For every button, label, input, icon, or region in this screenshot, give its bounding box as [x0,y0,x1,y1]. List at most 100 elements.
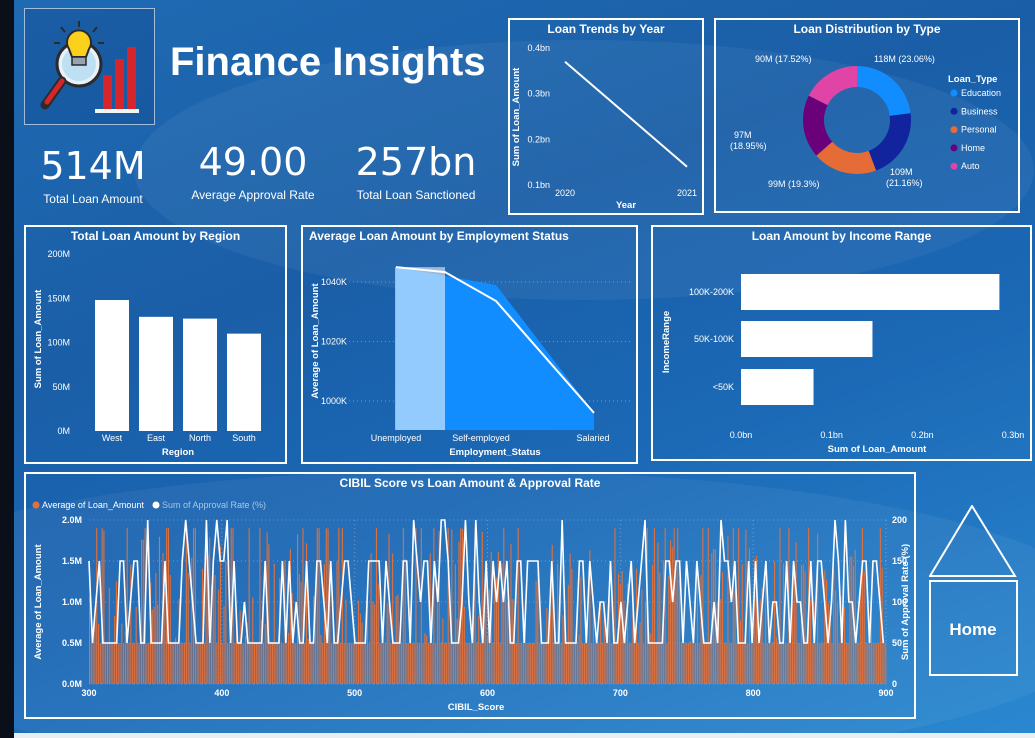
bar [214,574,216,684]
bar [123,643,125,684]
bar [865,643,867,684]
bar [670,540,672,684]
bar [142,539,144,684]
bar [867,643,869,684]
bar [583,643,586,684]
bar [148,643,150,684]
bar [216,643,218,684]
bar [139,643,141,684]
bar [842,643,844,684]
bar [524,600,526,684]
bar [774,561,776,684]
bar [515,643,517,684]
legend-label: Sum of Approval Rate (%) [162,500,266,510]
y-tick-label: 1040K [321,277,347,287]
data-label: 109M [890,167,913,177]
bar [167,528,170,684]
donut-slice [808,66,857,106]
bar [158,536,161,684]
bar [666,643,668,684]
bar [517,528,519,684]
bar [539,643,541,684]
bar [481,531,483,684]
bar [436,580,438,684]
bar [544,643,546,684]
bar [97,623,100,684]
bar [95,300,129,431]
bar [765,577,767,684]
x-tick-label: 0.1bn [820,430,843,440]
bar [467,643,469,684]
donut-slice [857,66,911,116]
bar [185,528,187,684]
bar [352,643,354,684]
bar [338,528,340,684]
bar [239,610,241,684]
bar [194,528,196,684]
chart-title: CIBIL Score vs Loan Amount & Approval Ra… [339,476,601,490]
bar [530,643,532,684]
bar [574,643,577,684]
bar [600,602,602,684]
y-tick-label: 0.1bn [527,180,550,190]
legend-label: Business [961,106,998,116]
bar [741,321,873,357]
x-tick-label: 500 [347,688,362,698]
bar [582,643,584,684]
bar [253,643,256,684]
bar [843,607,846,684]
bar [223,605,225,684]
bar [393,643,395,684]
bar [137,643,139,684]
logo-tile [24,8,155,125]
home-nav-button[interactable]: Home [928,504,1019,677]
employment-panel[interactable]: Average Loan Amount by Employment Status… [301,225,638,464]
bar [243,643,245,684]
bar [736,643,738,684]
chart-title: Loan Amount by Income Range [751,229,932,243]
bar [526,643,528,684]
bar [395,596,397,684]
bottom-strip [14,733,1035,738]
bar [799,643,801,684]
bar [483,591,485,684]
bar [325,528,327,684]
bar [566,643,568,684]
bar [741,564,743,684]
bar [309,643,311,684]
bar [198,643,200,684]
bar [227,333,261,431]
loan-trends-panel[interactable]: Loan Trends by Year 0.1bn 0.2bn 0.3bn 0.4bn… [508,18,704,215]
bar [777,643,779,684]
y2-tick-label: 100 [892,597,907,607]
y-tick-label: 1000K [321,396,347,406]
bar [678,579,681,684]
data-label: 97M [734,130,752,140]
bar [485,566,487,684]
bar [687,643,690,684]
bar [614,528,616,684]
region-panel[interactable]: Total Loan Amount by Region 0M 50M 100M 150… [24,225,287,464]
bar [738,528,740,684]
bar [370,553,372,684]
bar [834,590,837,684]
bar [693,643,695,684]
loan-trends-chart: 0.1bn 0.2bn 0.3bn 0.4bn Sum of Loan_Amount 20… [511,43,697,211]
bar [187,573,189,684]
bar [496,577,498,684]
bar [811,643,813,684]
income-panel[interactable]: Loan Amount by Income Range 100K-200K 50K… [651,225,1032,461]
bar [245,636,247,684]
x-tick-label: 0.3bn [1002,430,1025,440]
bar [851,556,853,684]
bar [872,643,874,684]
x-tick-label: South [232,433,256,443]
loan-distribution-panel[interactable]: Loan Distribution by Type 118M (23.06%) 1… [714,18,1020,213]
cibil-panel[interactable]: CIBIL Score vs Loan Amount & Approval Ra… [24,472,916,719]
bar [585,643,587,684]
bar [304,643,306,684]
bar [277,643,279,684]
bar [634,643,636,684]
legend-marker [950,162,958,170]
bar [682,643,684,684]
